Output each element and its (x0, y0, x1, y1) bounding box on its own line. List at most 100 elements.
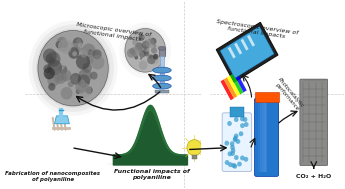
Circle shape (91, 55, 105, 70)
Circle shape (54, 70, 67, 84)
FancyBboxPatch shape (300, 79, 328, 166)
Circle shape (146, 39, 155, 48)
Circle shape (153, 54, 158, 60)
Circle shape (240, 116, 245, 121)
Text: Spectroscopic overview of
functional impacts: Spectroscopic overview of functional imp… (215, 19, 298, 41)
Bar (233, 71, 247, 92)
Circle shape (228, 162, 233, 167)
Circle shape (59, 40, 72, 54)
Circle shape (240, 156, 245, 160)
Circle shape (61, 70, 72, 81)
Circle shape (43, 49, 57, 63)
Circle shape (45, 72, 52, 80)
Bar (229, 107, 244, 117)
Bar (155, 90, 169, 93)
Circle shape (40, 33, 106, 104)
Ellipse shape (153, 83, 171, 89)
Ellipse shape (153, 75, 171, 81)
Circle shape (43, 64, 52, 73)
Circle shape (47, 74, 59, 87)
Circle shape (154, 44, 156, 47)
Circle shape (90, 80, 101, 91)
Bar (227, 75, 240, 96)
Circle shape (78, 42, 83, 48)
Circle shape (144, 48, 147, 51)
Bar (230, 74, 244, 94)
Circle shape (46, 54, 53, 63)
Circle shape (72, 51, 77, 56)
Circle shape (125, 29, 166, 72)
Circle shape (233, 164, 237, 169)
Circle shape (76, 78, 80, 82)
Text: Photocatalytic
performance: Photocatalytic performance (273, 77, 305, 113)
FancyBboxPatch shape (222, 113, 252, 171)
Circle shape (52, 83, 57, 88)
Circle shape (53, 47, 57, 51)
Circle shape (90, 50, 98, 59)
Circle shape (80, 50, 88, 57)
Circle shape (139, 34, 145, 41)
Circle shape (127, 30, 164, 70)
Circle shape (46, 52, 60, 67)
Circle shape (227, 121, 232, 126)
Bar (260, 102, 264, 172)
Circle shape (47, 60, 62, 75)
Circle shape (79, 79, 85, 86)
Circle shape (142, 46, 149, 55)
Circle shape (244, 122, 248, 127)
Circle shape (240, 123, 245, 128)
Circle shape (70, 75, 78, 84)
Circle shape (51, 66, 56, 70)
Circle shape (57, 37, 67, 48)
Ellipse shape (153, 67, 171, 73)
Circle shape (48, 83, 56, 91)
Bar (159, 48, 165, 56)
Circle shape (153, 54, 158, 59)
Ellipse shape (158, 46, 166, 50)
Text: CO₂ + H₂O: CO₂ + H₂O (296, 174, 332, 179)
Polygon shape (201, 1, 210, 188)
Circle shape (233, 137, 237, 142)
Circle shape (139, 50, 146, 57)
Circle shape (233, 136, 238, 141)
Circle shape (78, 74, 90, 88)
Bar (160, 56, 164, 86)
Circle shape (225, 160, 229, 165)
Bar (247, 35, 255, 47)
Bar (234, 43, 242, 55)
Bar (258, 102, 262, 172)
Circle shape (230, 141, 234, 146)
Circle shape (68, 47, 79, 59)
Text: Fabrication of nanocomposites
of polyaniline: Fabrication of nanocomposites of polyani… (5, 171, 100, 182)
Circle shape (142, 36, 145, 38)
Circle shape (134, 55, 138, 60)
Circle shape (237, 162, 242, 167)
Circle shape (87, 57, 93, 64)
Circle shape (149, 54, 154, 59)
Circle shape (92, 50, 102, 59)
Circle shape (86, 86, 93, 94)
Circle shape (57, 73, 64, 81)
Bar (191, 155, 197, 159)
Circle shape (145, 51, 149, 57)
Circle shape (61, 87, 72, 100)
Bar (264, 102, 267, 172)
Circle shape (230, 151, 235, 156)
Bar (255, 92, 278, 102)
Circle shape (75, 82, 86, 94)
Circle shape (127, 48, 136, 58)
Circle shape (147, 55, 156, 64)
Circle shape (139, 60, 148, 70)
Circle shape (78, 83, 91, 98)
Circle shape (140, 57, 142, 60)
Circle shape (82, 63, 92, 73)
Circle shape (44, 67, 55, 79)
Circle shape (58, 39, 72, 54)
Circle shape (87, 49, 93, 55)
Circle shape (145, 35, 154, 45)
Circle shape (142, 41, 150, 49)
Circle shape (56, 41, 62, 48)
Circle shape (123, 26, 168, 74)
Circle shape (78, 69, 92, 83)
Circle shape (150, 56, 159, 65)
